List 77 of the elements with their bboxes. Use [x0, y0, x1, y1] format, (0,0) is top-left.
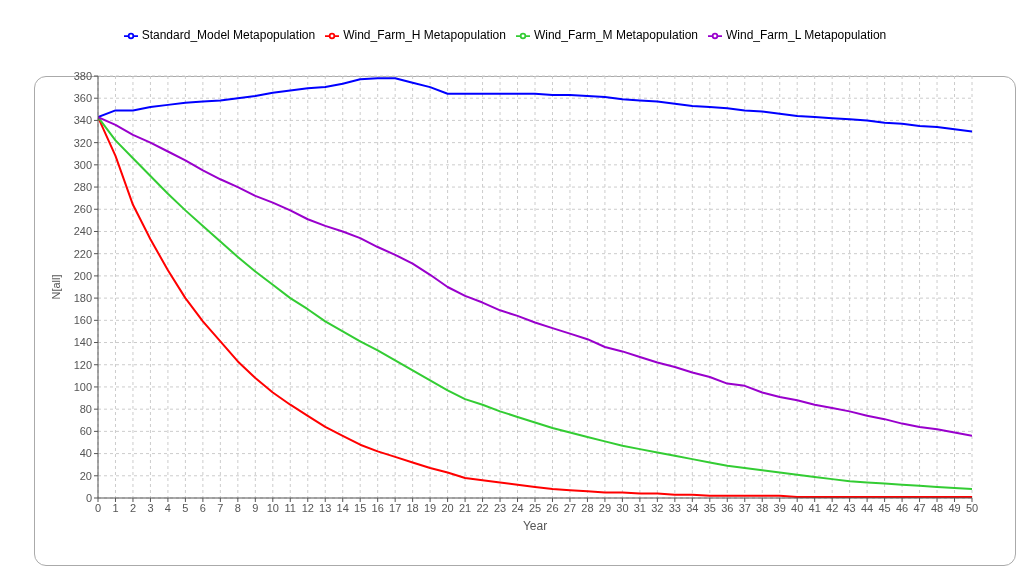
x-tick-label: 3	[147, 501, 154, 514]
x-tick-label: 47	[913, 501, 926, 514]
y-tick-label: 260	[73, 203, 92, 216]
x-tick-label: 18	[406, 501, 419, 514]
x-tick-label: 39	[773, 501, 786, 514]
x-axis-title: Year	[522, 519, 548, 533]
legend-label: Standard_Model Metapopulation	[141, 28, 316, 42]
x-tick-label: 24	[511, 501, 524, 514]
x-tick-label: 16	[371, 501, 384, 514]
x-tick-label: 5	[182, 501, 189, 514]
x-tick-label: 35	[703, 501, 716, 514]
x-tick-label: 38	[756, 501, 769, 514]
x-tick-label: 40	[791, 501, 804, 514]
x-tick-label: 20	[441, 501, 454, 514]
x-tick-label: 37	[738, 501, 751, 514]
x-tick-label: 32	[651, 501, 664, 514]
x-tick-label: 28	[581, 501, 594, 514]
x-tick-label: 49	[948, 501, 961, 514]
x-tick-label: 30	[616, 501, 629, 514]
x-tick-label: 15	[354, 501, 367, 514]
y-tick-label: 140	[73, 336, 92, 349]
legend-label: Wind_Farm_M Metapopulation	[533, 28, 698, 42]
x-tick-label: 44	[860, 501, 874, 514]
y-tick-label: 340	[73, 114, 92, 127]
y-tick-label: 240	[73, 225, 92, 238]
x-tick-label: 13	[319, 501, 332, 514]
legend-label: Wind_Farm_H Metapopulation	[343, 28, 506, 42]
x-tick-label: 10	[266, 501, 279, 514]
y-tick-label: 80	[79, 403, 92, 416]
x-tick-label: 2	[129, 501, 137, 514]
y-tick-label: 100	[73, 380, 92, 393]
x-tick-label: 19	[423, 501, 437, 514]
y-axis-title: N[all]	[49, 274, 62, 300]
x-tick-label: 4	[164, 501, 171, 514]
x-tick-label: 48	[930, 501, 944, 514]
y-tick-label: 40	[79, 447, 92, 460]
y-tick-label: 300	[73, 158, 92, 171]
x-tick-label: 25	[528, 501, 542, 514]
y-tick-label: 20	[79, 469, 92, 482]
legend-label: Wind_Farm_L Metapopulation	[725, 28, 887, 42]
y-tick-label: 120	[73, 358, 92, 371]
x-tick-label: 7	[217, 501, 224, 514]
x-tick-label: 46	[895, 501, 909, 514]
y-tick-label: 220	[73, 247, 92, 260]
x-tick-label: 36	[721, 501, 734, 514]
x-tick-label: 43	[843, 501, 856, 514]
y-tick-label: 360	[73, 92, 92, 105]
x-tick-label: 45	[878, 501, 891, 514]
y-tick-label: 320	[73, 136, 92, 149]
y-tick-label: 280	[73, 180, 92, 193]
x-tick-label: 41	[808, 501, 821, 514]
x-tick-label: 14	[336, 501, 349, 514]
x-tick-label: 50	[965, 501, 979, 514]
x-tick-label: 12	[301, 501, 314, 514]
y-tick-label: 160	[73, 314, 92, 327]
x-tick-label: 34	[686, 501, 699, 514]
y-tick-label: 60	[79, 425, 92, 438]
x-tick-label: 27	[563, 501, 577, 514]
x-tick-label: 26	[546, 501, 559, 514]
x-tick-label: 33	[668, 501, 681, 514]
y-tick-label: 380	[73, 69, 92, 82]
y-tick-label: 0	[85, 491, 92, 504]
x-tick-label: 42	[826, 501, 839, 514]
y-tick-label: 200	[73, 269, 92, 282]
x-tick-label: 31	[633, 501, 647, 514]
x-tick-label: 6	[199, 501, 206, 514]
x-tick-label: 11	[284, 501, 296, 514]
x-tick-label: 23	[493, 501, 507, 514]
x-tick-label: 29	[598, 501, 612, 514]
x-tick-label: 21	[458, 501, 472, 514]
x-tick-label: 17	[389, 501, 402, 514]
x-tick-label: 22	[476, 501, 489, 514]
x-tick-label: 0	[94, 501, 102, 514]
x-tick-label: 9	[252, 501, 259, 514]
x-tick-label: 8	[234, 501, 241, 514]
x-tick-label: 1	[112, 501, 119, 514]
y-tick-label: 180	[73, 292, 92, 305]
